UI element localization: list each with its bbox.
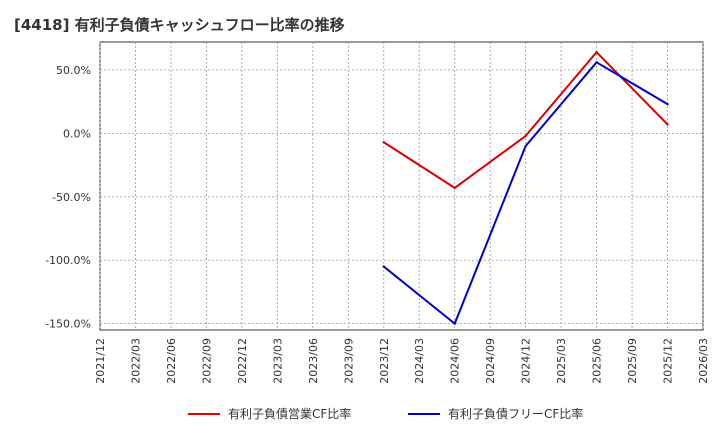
x-tick-label: 2025/12 <box>662 338 675 384</box>
data-point <box>595 50 598 54</box>
data-point <box>666 123 669 126</box>
x-tick-label: 2023/06 <box>307 338 320 384</box>
x-tick-label: 2025/06 <box>591 338 604 384</box>
y-tick-label: 0.0% <box>63 127 91 140</box>
y-tick-label: -100.0% <box>45 254 91 267</box>
x-tick-label: 2022/12 <box>236 338 249 384</box>
y-tick-label: -150.0% <box>45 318 91 331</box>
data-point <box>666 102 669 106</box>
x-tick-label: 2024/06 <box>449 338 462 384</box>
x-tick-label: 2023/03 <box>271 338 284 384</box>
x-tick-label: 2024/03 <box>413 338 426 384</box>
y-axis-ticks: 50.0% 0.0% -50.0% -100.0% -150.0% <box>45 64 91 331</box>
x-tick-label: 2023/09 <box>342 338 355 384</box>
x-axis-ticks: 2021/12 2022/03 2022/06 2022/09 2022/12 2023/… <box>94 338 710 384</box>
x-tick-label: 2025/09 <box>626 338 639 384</box>
x-tick-label: 2025/03 <box>555 338 568 384</box>
data-point <box>524 144 527 148</box>
x-tick-label: 2026/03 <box>697 338 710 384</box>
data-point <box>524 134 527 138</box>
series-lines <box>382 50 669 325</box>
x-tick-label: 2022/03 <box>129 338 142 384</box>
x-tick-label: 2023/12 <box>378 338 391 384</box>
x-tick-label: 2024/09 <box>484 338 497 384</box>
legend: 有利子負債営業CF比率 有利子負債フリーCF比率 <box>188 406 583 421</box>
x-tick-label: 2022/09 <box>200 338 213 384</box>
grid-lines <box>99 42 704 330</box>
x-tick-label: 2022/06 <box>165 338 178 384</box>
x-tick-label: 2024/12 <box>520 338 533 384</box>
legend-label-1: 有利子負債営業CF比率 <box>228 406 351 421</box>
chart-title: [4418] 有利子負債キャッシュフロー比率の推移 <box>14 16 345 34</box>
data-point <box>453 186 456 190</box>
x-tick-label: 2021/12 <box>94 338 107 384</box>
data-point <box>382 265 385 268</box>
plot-area <box>99 41 704 331</box>
data-point <box>595 61 598 64</box>
legend-label-2: 有利子負債フリーCF比率 <box>448 406 583 421</box>
y-tick-label: 50.0% <box>56 64 91 77</box>
data-point <box>382 141 385 144</box>
y-tick-label: -50.0% <box>52 191 91 204</box>
data-point <box>453 322 456 325</box>
